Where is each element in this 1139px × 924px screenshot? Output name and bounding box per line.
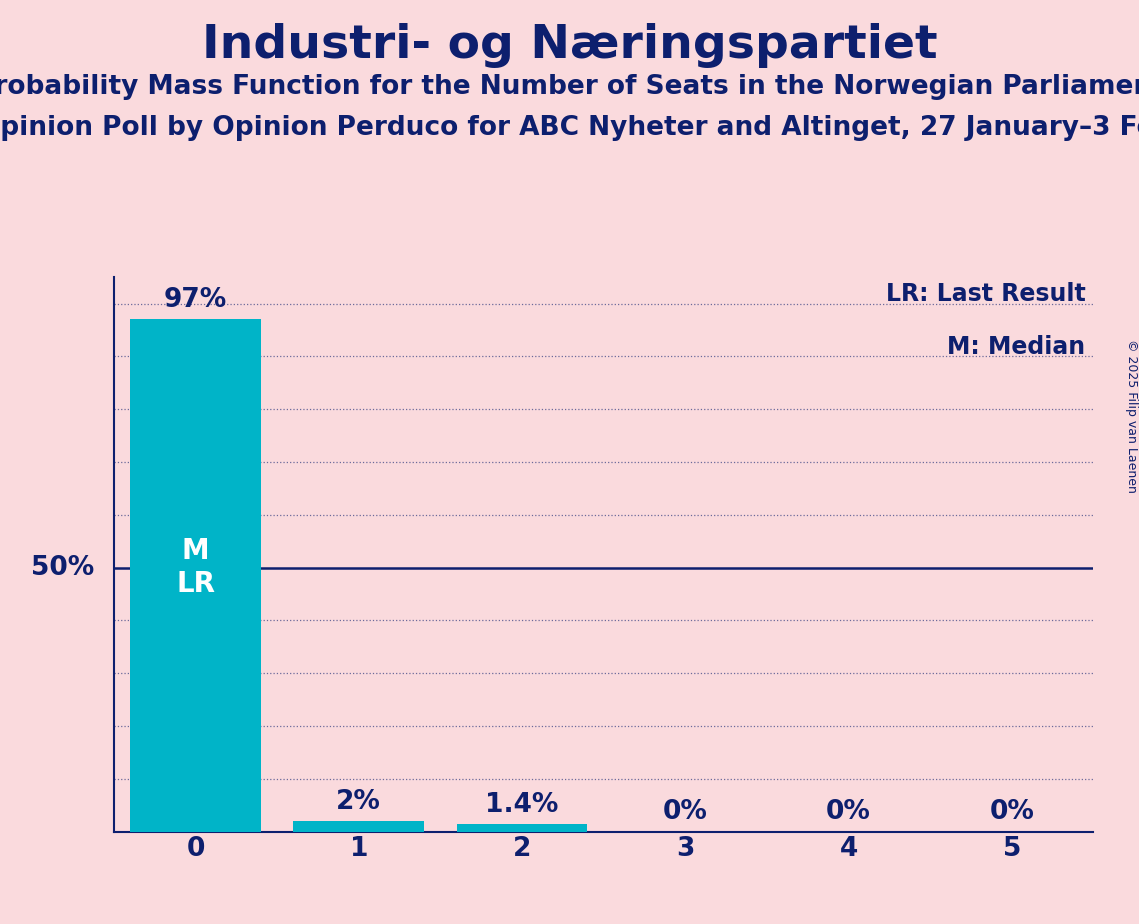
Bar [130, 320, 261, 832]
Text: 0%: 0% [990, 799, 1034, 825]
Text: 97%: 97% [164, 287, 227, 313]
Text: 1.4%: 1.4% [485, 792, 559, 818]
Text: M
LR: M LR [177, 538, 215, 598]
Text: 2%: 2% [336, 789, 382, 815]
Text: Probability Mass Function for the Number of Seats in the Norwegian Parliament: Probability Mass Function for the Number… [0, 74, 1139, 100]
Text: Industri- og Næringspartiet: Industri- og Næringspartiet [202, 23, 937, 68]
Bar [294, 821, 424, 832]
Text: 0%: 0% [826, 799, 871, 825]
Text: 50%: 50% [31, 554, 95, 580]
Text: LR: Last Result: LR: Last Result [885, 283, 1085, 307]
Text: 0%: 0% [663, 799, 707, 825]
Text: M: Median: M: Median [948, 335, 1085, 359]
Text: on an Opinion Poll by Opinion Perduco for ABC Nyheter and Altinget, 27 January–3: on an Opinion Poll by Opinion Perduco fo… [0, 115, 1139, 140]
Bar [457, 824, 588, 832]
Text: © 2025 Filip van Laenen: © 2025 Filip van Laenen [1124, 339, 1138, 492]
